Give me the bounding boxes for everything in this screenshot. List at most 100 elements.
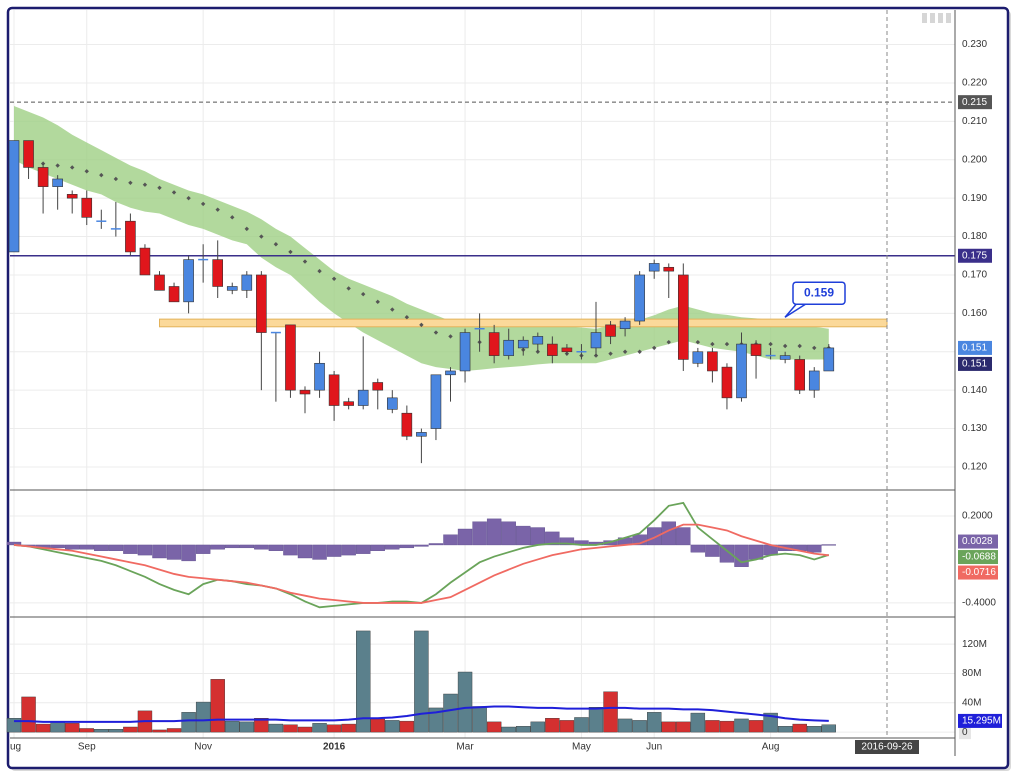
midline-dot	[346, 286, 351, 291]
axis-label-box	[958, 95, 992, 110]
midline-dot	[652, 345, 657, 351]
volume-bar	[486, 721, 502, 733]
x-tick-label: ug	[10, 742, 21, 753]
volume-bar	[588, 707, 604, 733]
volume-bar	[748, 720, 764, 733]
midline-dot	[666, 339, 671, 345]
volume-bar	[632, 720, 647, 733]
volume-bar	[763, 712, 778, 733]
volume-bar	[225, 720, 240, 733]
midline-dot	[259, 234, 264, 239]
volume-bar	[690, 712, 706, 733]
macd-histogram-bar	[326, 544, 342, 557]
volume-bar	[807, 726, 822, 733]
midline-dot	[710, 341, 715, 347]
crosshair-label-box	[855, 740, 919, 754]
volume-bar	[457, 671, 473, 733]
axis-label-box	[958, 565, 998, 580]
candle-body	[125, 220, 136, 253]
candle-body	[517, 339, 529, 349]
candle-body	[547, 343, 558, 356]
y-tick-label: 0.200	[962, 154, 987, 165]
x-tick-label: Aug	[762, 742, 780, 753]
candle-body	[736, 343, 747, 399]
volume-bar	[501, 726, 516, 733]
volume-bar	[239, 721, 255, 733]
last-value-label: 0.151	[962, 343, 987, 354]
midline-dot	[200, 201, 206, 207]
callout-pointer	[784, 302, 808, 318]
macd-histogram-bar	[472, 521, 487, 546]
volume-bar	[777, 726, 793, 733]
midline-dot	[302, 259, 308, 264]
midline-dot	[608, 351, 613, 356]
volume-bar	[414, 630, 429, 733]
macd-tick-label: -0.4000	[962, 598, 996, 609]
midline-dot	[84, 169, 89, 174]
axis-label-box	[958, 356, 992, 371]
candle-body	[256, 274, 267, 333]
macd-histogram-bar	[719, 544, 735, 563]
candle-body	[299, 389, 311, 395]
macd-histogram-bar	[370, 544, 385, 551]
x-tick-label: Mar	[456, 742, 474, 753]
candle-body	[823, 347, 835, 372]
midline-dot	[797, 343, 802, 349]
volume-bar	[341, 723, 356, 733]
callout-label: 0.159	[804, 285, 834, 299]
macd-histogram-bar	[807, 544, 822, 553]
band	[14, 106, 829, 371]
candle-body	[285, 324, 296, 391]
macd-histogram-bar	[559, 537, 575, 546]
volume-bar	[210, 679, 225, 733]
midline-dot	[215, 207, 220, 212]
macd-tick-label: 0.2000	[962, 511, 993, 522]
candle-body	[677, 274, 689, 360]
midline-dot	[317, 268, 322, 274]
volume-bar	[705, 720, 720, 733]
candle-body	[386, 397, 398, 410]
volume-ma-line	[14, 705, 829, 723]
axis-label-box	[958, 340, 992, 355]
macd-histogram-bar	[341, 544, 356, 556]
volume-tick-label: 80M	[962, 668, 981, 679]
axis-label-box	[958, 713, 1002, 728]
midline-dot	[331, 276, 337, 281]
volume-tick-label: 0	[962, 727, 968, 738]
macd-histogram-bar	[79, 544, 94, 550]
midline-dot	[404, 315, 410, 320]
y-tick-label: 0.210	[962, 116, 987, 127]
candle-body	[241, 274, 253, 291]
midline-dot	[390, 307, 395, 312]
volume-bar	[399, 720, 415, 733]
volume-bar	[283, 724, 298, 733]
midline-dot	[622, 349, 628, 354]
macd-histogram-bar	[239, 544, 255, 549]
macd-histogram-bar	[225, 544, 240, 549]
macd-histogram-bar	[545, 531, 560, 546]
macd-histogram-bar	[312, 544, 327, 560]
midline-dot	[812, 345, 817, 351]
y-tick-label: 0.190	[962, 193, 987, 204]
candle-body	[357, 389, 369, 406]
midline-dot	[99, 172, 104, 178]
volume-bar	[603, 691, 618, 733]
volume-bar	[617, 718, 633, 733]
y-tick-label: 0.120	[962, 462, 987, 473]
candle-body	[648, 263, 660, 272]
candle-body	[401, 412, 413, 437]
callout-box	[792, 281, 846, 305]
volume-bar	[443, 693, 458, 733]
midline-dot	[55, 163, 60, 168]
volume-bar	[297, 726, 313, 733]
macd-histogram-bar	[457, 528, 473, 546]
volume-bar	[559, 720, 575, 733]
y-tick-label: 0.170	[962, 270, 987, 281]
macd-histogram-bar	[734, 544, 749, 567]
volume-bar	[545, 718, 560, 733]
candle-body	[226, 286, 238, 291]
last-value-label: -0.0716	[962, 567, 996, 578]
candle-body	[488, 332, 500, 356]
signal-line	[13, 523, 829, 604]
volume-bar	[108, 729, 124, 733]
